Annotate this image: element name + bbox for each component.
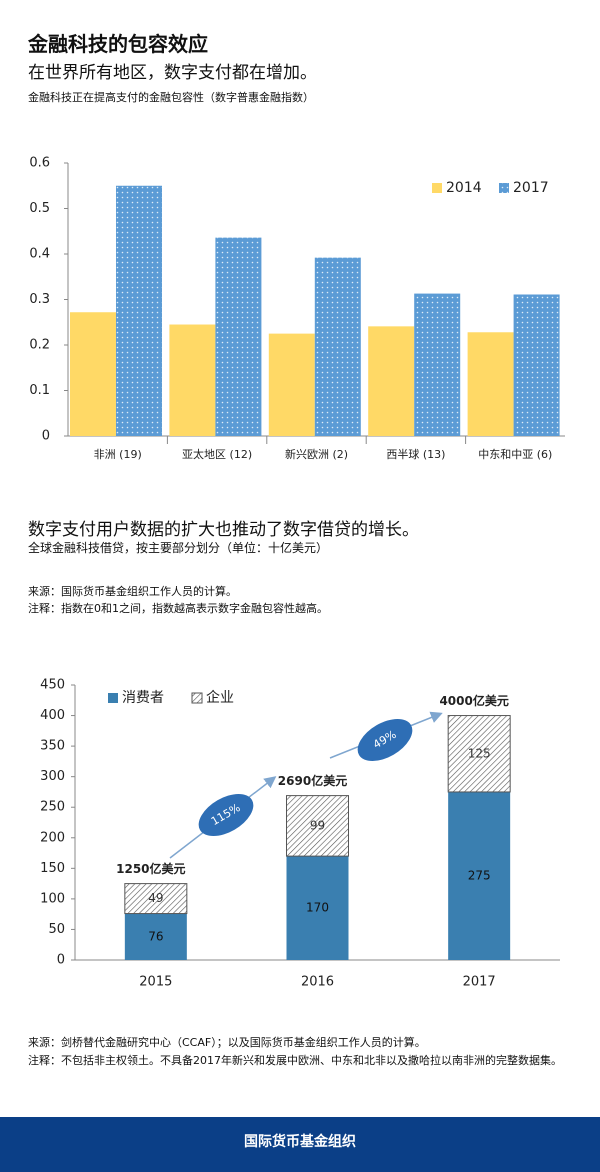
y-tick-label: 0 (42, 429, 50, 444)
total-label: 1250亿美元 (116, 861, 185, 876)
source-note: 来源：国际货币基金组织工作人员的计算。 (28, 585, 237, 598)
value-label: 49 (148, 891, 163, 905)
bar (286, 856, 349, 960)
bar (513, 294, 560, 436)
bar (448, 791, 511, 960)
legend-swatch-pattern (499, 183, 509, 193)
x-tick-label: 非洲 (19) (94, 448, 142, 461)
bar (169, 324, 216, 436)
value-label: 99 (310, 818, 325, 832)
bar (70, 312, 116, 436)
note: 注释：指数在0和1之间，指数越高表示数字金融包容性越高。 (28, 602, 328, 615)
y-tick-label: 400 (40, 708, 65, 723)
chart-title: 数字支付用户数据的扩大也推动了数字借贷的增长。 (28, 520, 419, 540)
y-tick-label: 300 (40, 769, 65, 784)
footer-band (0, 1117, 600, 1172)
total-label: 2690亿美元 (278, 773, 347, 788)
bar (414, 293, 461, 436)
legend-label: 企业 (206, 689, 234, 706)
growth-badge (198, 793, 254, 837)
bar (116, 185, 162, 436)
y-tick-label: 0.2 (29, 338, 50, 353)
value-label: 125 (468, 746, 491, 760)
y-tick-label: 0.5 (29, 201, 50, 216)
x-tick-label: 2015 (139, 975, 172, 990)
y-tick-label: 200 (40, 830, 65, 845)
x-tick-label: 中东和中亚 (6) (478, 448, 552, 461)
chart-subtitle: 金融科技正在提高支付的金融包容性（数字普惠金融指数） (28, 91, 314, 104)
bar (215, 237, 262, 436)
y-tick-label: 450 (40, 678, 65, 693)
legend-label: 消费者 (122, 690, 164, 706)
y-tick-label: 0 (57, 953, 65, 968)
bar (268, 333, 315, 436)
y-tick-label: 0.4 (29, 247, 50, 262)
x-tick-label: 2016 (301, 975, 334, 990)
x-tick-label: 2017 (463, 975, 496, 990)
source-note: 来源：剑桥替代金融研究中心（CCAF）；以及国际货币基金组织工作人员的计算。 (28, 1036, 426, 1049)
y-tick-label: 0.3 (29, 292, 50, 307)
chart-subtitle: 全球金融科技借贷，按主要部分划分（单位：十亿美元） (28, 541, 329, 555)
bar (368, 326, 415, 436)
legend-label: 2014 (446, 180, 482, 196)
y-tick-label: 150 (40, 861, 65, 876)
bar (124, 913, 187, 960)
value-label: 275 (468, 868, 491, 882)
value-label: 170 (306, 901, 329, 915)
legend-label: 2017 (513, 180, 549, 196)
total-label: 4000亿美元 (439, 693, 508, 708)
y-tick-label: 250 (40, 800, 65, 815)
y-tick-label: 0.6 (29, 156, 50, 171)
y-tick-label: 0.1 (29, 383, 50, 398)
x-tick-label: 西半球 (13) (386, 447, 445, 461)
x-tick-label: 亚太地区 (12) (182, 448, 252, 461)
y-tick-label: 350 (40, 739, 65, 754)
subtitle: 在世界所有地区，数字支付都在增加。 (28, 63, 317, 83)
legend-swatch-pattern (192, 693, 202, 703)
x-tick-label: 新兴欧洲 (2) (285, 447, 348, 461)
value-label: 76 (148, 929, 163, 943)
y-tick-label: 50 (48, 922, 65, 937)
y-tick-label: 100 (40, 891, 65, 906)
note: 注释：不包括非主权领土。不具备2017年新兴和发展中欧洲、中东和北非以及撒哈拉以… (28, 1054, 562, 1067)
legend-swatch (432, 183, 442, 193)
title: 金融科技的包容效应 (28, 32, 208, 56)
bar (467, 332, 514, 436)
legend-swatch (108, 693, 118, 703)
bar (314, 257, 361, 436)
footer: 国际货币基金组织 (244, 1133, 356, 1150)
growth-badge (357, 718, 413, 762)
